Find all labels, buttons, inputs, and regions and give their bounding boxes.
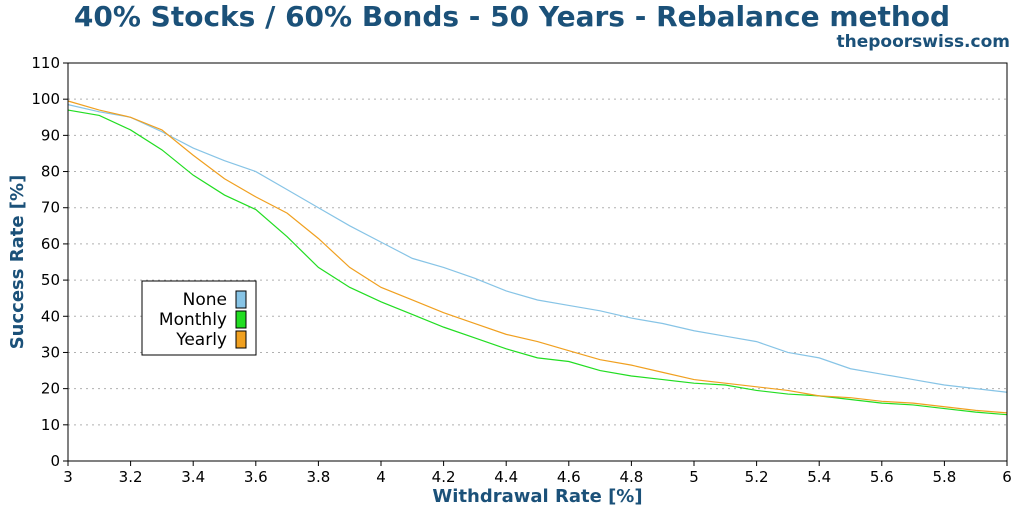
series-line-yearly <box>67 100 1008 414</box>
x-tick-label: 6 <box>1002 468 1012 486</box>
y-tick-label: 100 <box>31 90 60 108</box>
x-tick-label: 5 <box>689 468 699 486</box>
x-tick-label: 4.2 <box>432 468 456 486</box>
y-tick-label: 30 <box>41 343 60 361</box>
legend-swatch-monthly <box>235 310 247 329</box>
y-tick-label: 90 <box>41 126 60 144</box>
y-axis: 0 10 20 30 40 50 60 70 80 90 100 110 <box>31 54 68 470</box>
series-lines <box>67 100 1008 416</box>
x-tick-label: 3.6 <box>244 468 268 486</box>
x-tick-label: 3.2 <box>119 468 143 486</box>
legend-label-yearly: Yearly <box>175 330 227 350</box>
x-tick-label: 5.4 <box>807 468 831 486</box>
x-tick-label: 3.8 <box>306 468 330 486</box>
legend-swatch-none <box>235 290 247 309</box>
legend-label-none: None <box>183 290 227 310</box>
y-tick-label: 50 <box>41 271 60 289</box>
y-tick-label: 110 <box>31 54 60 72</box>
plot-frame <box>67 62 1008 462</box>
grid-lines <box>68 62 1007 426</box>
x-axis: 3 3.2 3.4 3.6 3.8 4 4.2 4.4 4.6 4.8 5 5.2 5.4 5.6 5.8 6 <box>63 461 1012 486</box>
x-tick-label: 5.8 <box>932 468 956 486</box>
x-tick-label: 4.4 <box>494 468 518 486</box>
series-line-none <box>67 104 1008 393</box>
x-tick-label: 3 <box>63 468 73 486</box>
x-axis-label: Withdrawal Rate [%] <box>432 486 642 507</box>
x-tick-label: 4.6 <box>557 468 581 486</box>
y-tick-label: 0 <box>50 452 60 470</box>
y-tick-label: 40 <box>41 307 60 325</box>
y-tick-label: 10 <box>41 416 60 434</box>
legend-swatch-yearly <box>235 330 247 349</box>
y-tick-label: 70 <box>41 199 60 217</box>
x-tick-label: 5.2 <box>745 468 769 486</box>
x-tick-label: 4.8 <box>619 468 643 486</box>
x-tick-label: 5.6 <box>870 468 894 486</box>
chart-title: 40% Stocks / 60% Bonds - 50 Years - Reba… <box>73 0 951 33</box>
y-tick-label: 80 <box>41 163 60 181</box>
chart-subtitle: thepoorswiss.com <box>836 32 1011 52</box>
series-line-monthly <box>67 109 1008 416</box>
y-axis-label: Success Rate [%] <box>7 175 28 350</box>
x-tick-label: 4 <box>376 468 386 486</box>
y-tick-label: 60 <box>41 235 60 253</box>
y-tick-label: 20 <box>41 380 60 398</box>
x-tick-label: 3.4 <box>181 468 205 486</box>
legend-label-monthly: Monthly <box>159 310 227 330</box>
